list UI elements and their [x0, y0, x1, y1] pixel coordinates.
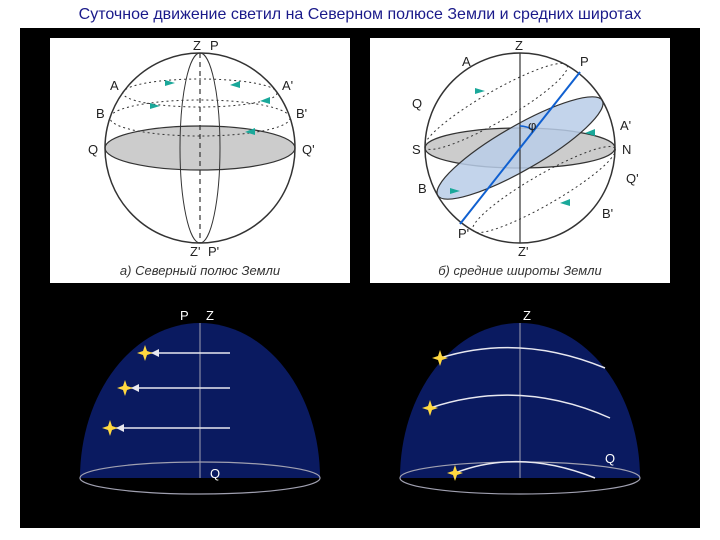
panel-bottom-right: Z Q: [370, 298, 670, 518]
lbl-QR: Q: [605, 451, 615, 466]
lbl-Q1: Q': [302, 142, 315, 157]
lbl-Q: Q: [88, 142, 98, 157]
lbl-B1: B': [296, 106, 307, 121]
lbl-B1: B': [602, 206, 613, 221]
caption-right: б) средние широты Земли: [370, 263, 670, 278]
panel-top-right: Z P A A' Q Q' S N B B' P' Z' φ б) средни…: [370, 38, 670, 283]
lbl-B: B: [418, 181, 427, 196]
lbl-Z1: Z': [190, 244, 200, 259]
caption-left: а) Северный полюс Земли: [50, 263, 350, 278]
lbl-P1: P': [208, 244, 219, 259]
lbl-A1: A': [620, 118, 631, 133]
lbl-ZL: Z: [206, 308, 214, 323]
lbl-Z1: Z': [518, 244, 528, 259]
panel-top-left: Z P A A' B B' Q Q' Z' P' а) Северный пол…: [50, 38, 350, 283]
lbl-B: B: [96, 106, 105, 121]
lbl-QL: Q: [210, 466, 220, 481]
lbl-PL: P: [180, 308, 189, 323]
figure-area: Z P A A' B B' Q Q' Z' P' а) Северный пол…: [20, 28, 700, 528]
lbl-N: N: [622, 142, 631, 157]
lbl-ZR: Z: [523, 308, 531, 323]
lbl-S: S: [412, 142, 421, 157]
lbl-Z: Z: [193, 38, 201, 53]
lbl-Q: Q: [412, 96, 422, 111]
page-title: Суточное движение светил на Северном пол…: [0, 0, 720, 28]
lbl-P: P: [580, 54, 589, 69]
lbl-A: A: [462, 54, 471, 69]
lbl-phi: φ: [528, 118, 536, 133]
lbl-Z: Z: [515, 38, 523, 53]
lbl-A: A: [110, 78, 119, 93]
lbl-Q1: Q': [626, 171, 639, 186]
lbl-P1: P': [458, 226, 469, 241]
lbl-A1: A': [282, 78, 293, 93]
lbl-P: P: [210, 38, 219, 53]
panel-bottom-left: P Z Q: [50, 298, 350, 518]
